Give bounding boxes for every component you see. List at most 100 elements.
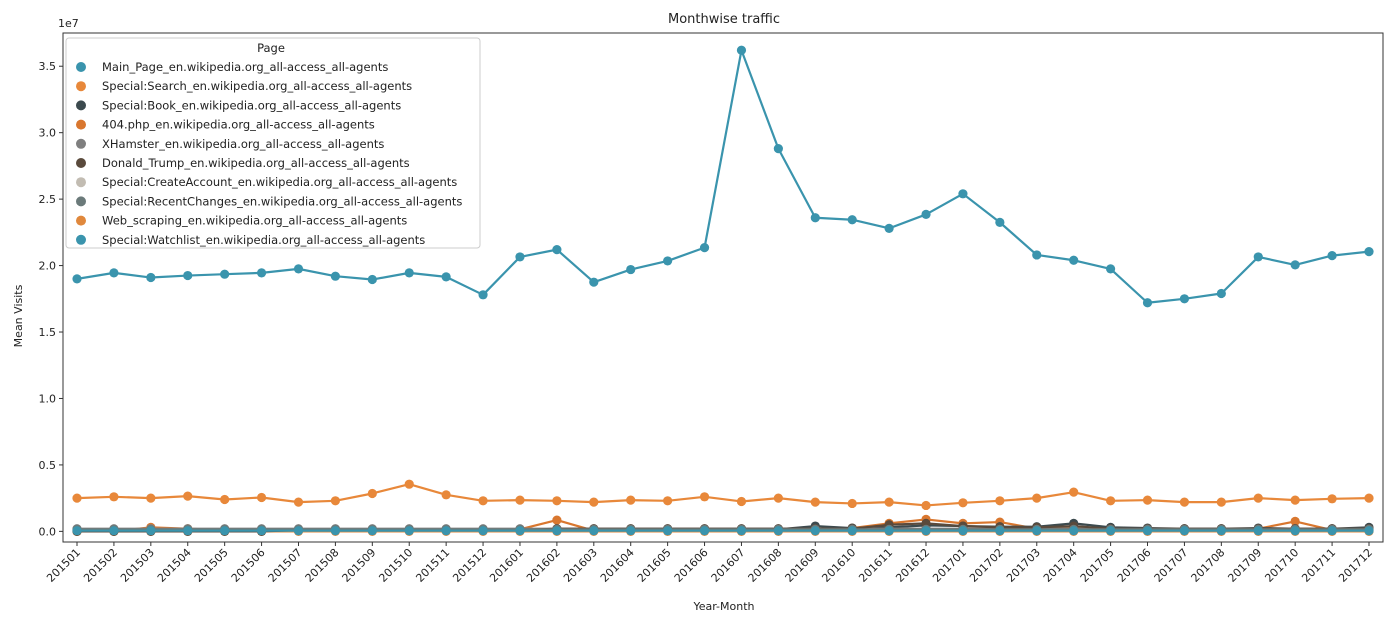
x-tick-label: 201712 [1336,546,1375,585]
legend-marker [76,100,86,111]
x-tick-label: 201504 [155,546,194,585]
y-tick-label: 1.0 [39,392,57,405]
data-point [995,526,1005,536]
legend-box [65,37,481,249]
data-point [478,290,488,300]
data-point [330,271,340,281]
data-point [367,526,377,536]
data-point [847,215,857,225]
data-point [810,497,820,507]
legend-marker [76,215,86,226]
data-point [1142,495,1153,505]
data-point [589,497,599,507]
data-point [1216,526,1226,536]
data-point [736,526,747,536]
data-point [441,526,451,536]
data-point [552,515,562,525]
data-point [404,479,414,489]
data-point [515,495,525,505]
data-point [109,492,119,502]
data-point [515,252,525,262]
y-tick-label: 2.5 [39,193,57,206]
x-tick-label: 201609 [783,546,822,585]
x-tick-label: 201703 [1004,546,1043,585]
data-point [626,264,636,275]
data-point [736,45,747,55]
legend-marker [76,196,86,207]
x-tick-label: 201511 [413,546,452,585]
data-point [699,526,710,536]
data-point [256,268,267,278]
x-tick-label: 201701 [930,546,969,585]
x-tick-label: 201611 [856,546,895,585]
x-tick-label: 201608 [746,546,785,585]
data-point [552,245,562,255]
x-tick-label: 201506 [229,546,268,585]
data-point [773,526,783,536]
data-point [72,493,82,503]
data-point [1069,526,1079,536]
data-point [773,144,783,154]
series-line [76,49,1370,304]
x-tick-label: 201507 [266,546,305,585]
data-point [1364,247,1374,257]
legend-entry: Special:CreateAccount_en.wikipedia.org_a… [102,175,457,189]
y-tick-label: 2.0 [39,260,57,273]
data-point [699,492,710,502]
plot-frame [62,32,1384,543]
data-point [958,189,968,199]
x-tick-label: 201710 [1262,546,1301,585]
legend-entry: 404.php_en.wikipedia.org_all-access_all-… [102,118,375,132]
legend-entry: Special:RecentChanges_en.wikipedia.org_a… [102,194,462,208]
chart-title: Monthwise traffic [668,12,780,27]
series-1 [72,479,1374,511]
data-point [1253,526,1263,536]
legend-marker [76,119,86,130]
data-point [1106,264,1116,274]
data-point [146,526,156,536]
x-axis-label: Year-Month [692,600,754,613]
data-point [1290,495,1300,505]
data-point [663,496,673,506]
data-point [404,268,414,278]
y-tick-label: 1.5 [39,326,57,339]
y-tick-label: 3.0 [39,127,57,140]
series-0 [72,45,1374,308]
x-tick-label: 201606 [672,546,711,585]
x-tick-label: 201704 [1041,546,1080,585]
data-point [1253,493,1263,503]
data-point [552,526,562,536]
x-tick-label: 201707 [1152,546,1191,585]
data-point [958,526,968,536]
x-tick-label: 201610 [819,546,858,585]
data-point [810,213,820,223]
data-point [847,498,857,509]
y-offset-label: 1e7 [58,17,79,30]
data-point [441,272,451,282]
data-point [330,496,340,506]
data-point [293,526,304,536]
x-tick-label: 201603 [561,546,600,585]
x-tick-label: 201508 [303,546,342,585]
x-tick-label: 201501 [44,546,83,585]
y-axis-label: Mean Visits [12,284,25,347]
legend-title: Page [257,41,285,55]
data-point [220,494,230,505]
data-point [367,488,377,499]
data-point [1327,526,1337,536]
data-point [404,526,414,536]
data-point [293,497,304,507]
data-point [1364,493,1374,503]
x-tick-label: 201605 [635,546,674,585]
data-point [663,526,673,536]
x-tick-label: 201709 [1225,546,1264,585]
data-point [773,493,783,503]
data-point [995,217,1005,227]
data-point [183,526,193,536]
x-tick-label: 201509 [340,546,379,585]
data-point [478,496,488,506]
x-tick-label: 201612 [893,546,932,585]
legend-marker [76,81,86,92]
data-point [183,270,193,281]
